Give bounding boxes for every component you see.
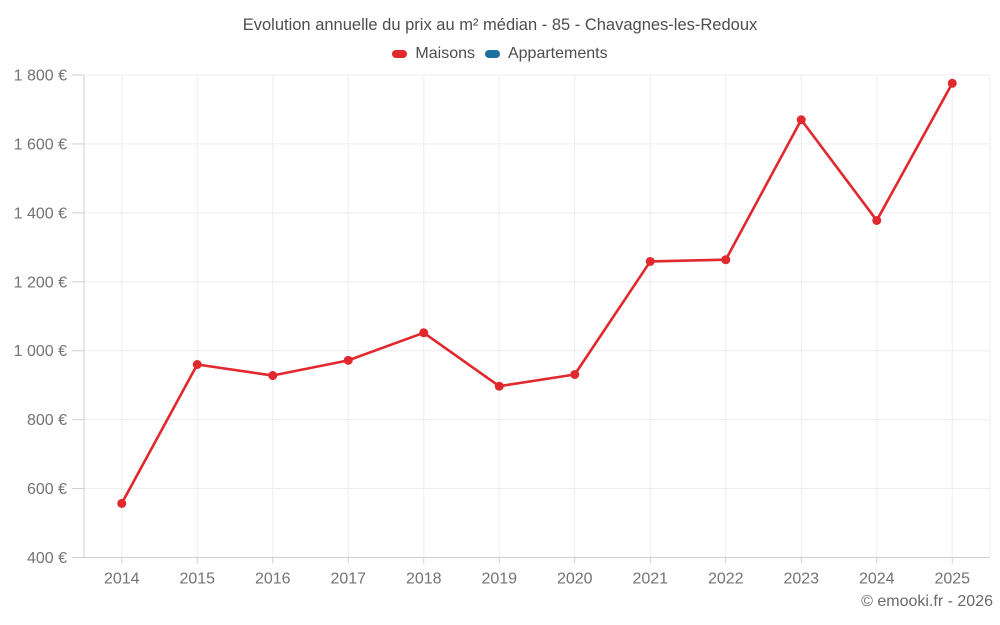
maisons-data-point-2018[interactable] — [419, 328, 429, 338]
maisons-data-point-2025[interactable] — [947, 78, 957, 88]
x-tick-label: 2015 — [179, 571, 215, 588]
chart-title: Evolution annuelle du prix au m² médian … — [242, 16, 758, 34]
maisons-data-point-2017[interactable] — [343, 355, 353, 365]
maisons-data-point-2020[interactable] — [570, 369, 580, 379]
y-tick-label: 1 600 € — [14, 136, 67, 153]
maisons-line — [120, 81, 954, 505]
x-tick-label: 2014 — [104, 571, 140, 588]
x-tick-label: 2020 — [557, 571, 593, 588]
x-tick-label: 2022 — [708, 571, 744, 588]
x-tick-label: 2021 — [632, 571, 668, 588]
x-tick-label: 2024 — [859, 571, 895, 588]
y-tick-label: 800 € — [27, 412, 67, 429]
maisons-data-point-2024[interactable] — [872, 215, 882, 225]
maisons-data-point-2016[interactable] — [268, 371, 278, 381]
legend-item-appartements[interactable]: Appartements — [484, 45, 608, 63]
y-tick-label: 600 € — [27, 481, 67, 498]
x-tick-label: 2017 — [330, 571, 366, 588]
y-tick-label: 1 200 € — [14, 274, 67, 291]
maisons-data-point-2014[interactable] — [117, 498, 127, 508]
maisons-data-point-2015[interactable] — [192, 360, 202, 369]
x-tick-label: 2018 — [406, 571, 442, 588]
maisons-data-point-2023[interactable] — [796, 115, 806, 125]
y-tick-label: 1 400 € — [14, 205, 67, 222]
x-tick-label: 2016 — [255, 571, 291, 588]
maisons-legend-swatch-icon — [392, 50, 408, 58]
attribution-text: © emooki.fr - 2026 — [861, 593, 993, 610]
maisons-data-point-2021[interactable] — [645, 256, 655, 266]
x-tick-label: 2025 — [934, 571, 970, 588]
chart-legend: Maisons Appartements — [0, 45, 1000, 63]
y-tick-label: 1 000 € — [14, 343, 67, 360]
maisons-data-point-2019[interactable] — [494, 381, 504, 391]
legend-label-maisons: Maisons — [415, 45, 475, 62]
y-tick-label: 1 800 € — [14, 68, 67, 85]
x-tick-label: 2019 — [481, 571, 517, 588]
appartements-legend-swatch-icon — [484, 50, 500, 58]
y-tick-label: 400 € — [27, 550, 67, 567]
maisons-data-point-2022[interactable] — [721, 255, 731, 265]
legend-item-maisons[interactable]: Maisons — [392, 45, 475, 63]
legend-label-appartements: Appartements — [507, 45, 608, 62]
x-tick-label: 2023 — [783, 571, 819, 588]
